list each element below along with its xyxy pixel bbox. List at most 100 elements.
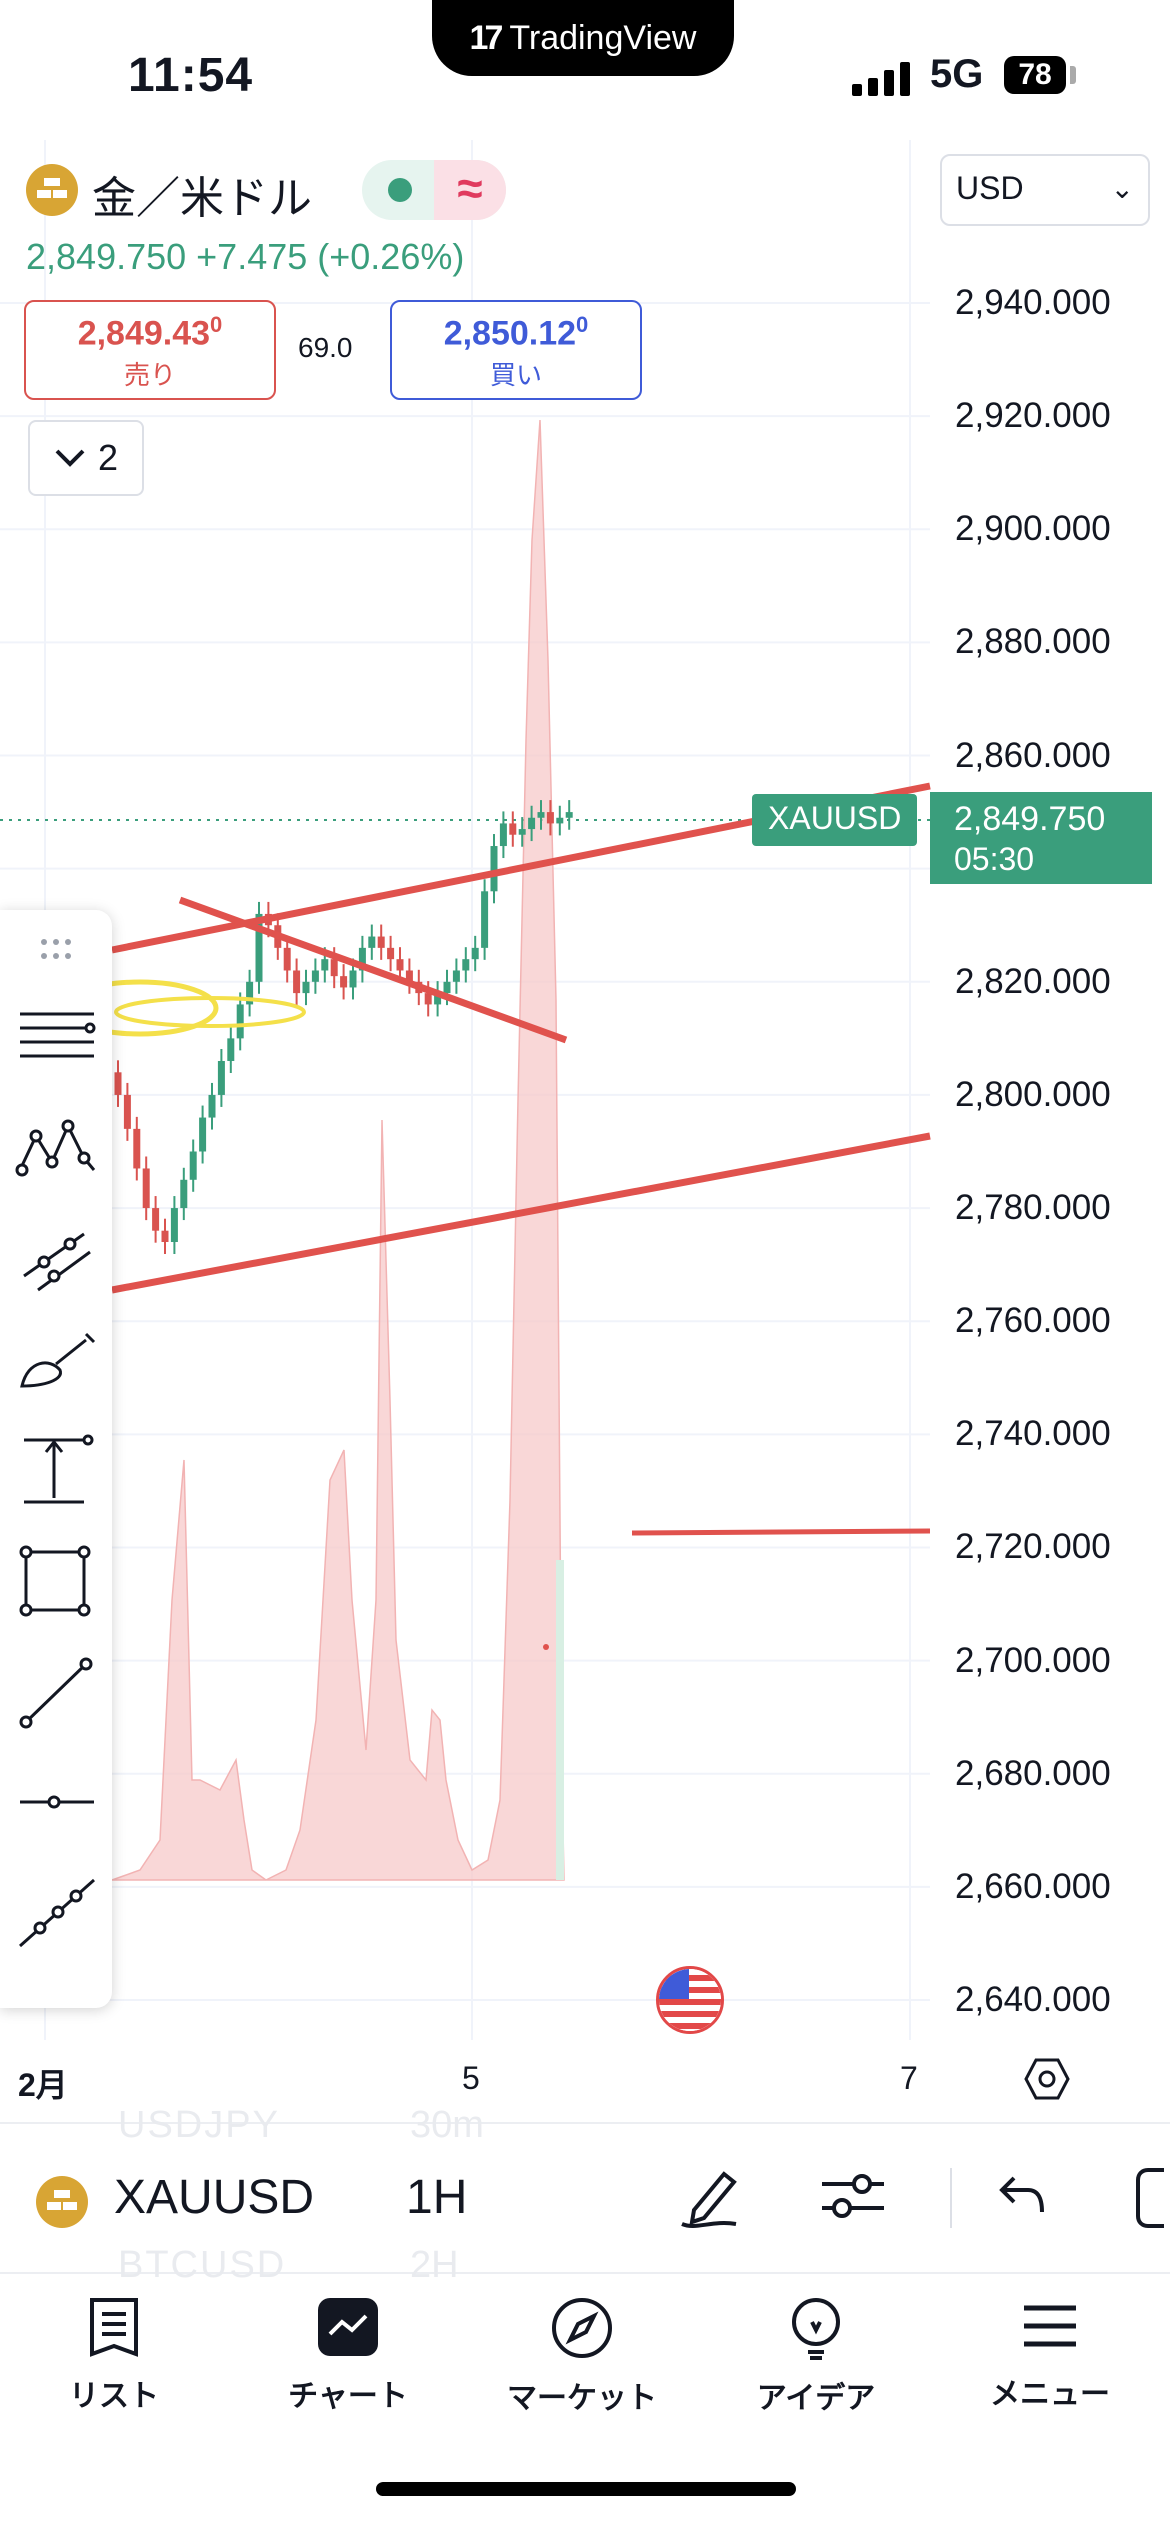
horizontal-ray-icon[interactable] bbox=[14, 1760, 98, 1844]
candle-body bbox=[311, 970, 319, 982]
trendline bbox=[111, 1132, 931, 1294]
toolbar-separator bbox=[950, 2168, 952, 2228]
market-status-pill[interactable]: ≈ bbox=[362, 160, 506, 220]
candle-body bbox=[518, 829, 526, 835]
tab-label: チャート bbox=[288, 2380, 408, 2413]
candle-body bbox=[133, 1128, 141, 1169]
candle-body bbox=[114, 1072, 122, 1095]
y-tick-label: 2,940.000 bbox=[955, 283, 1111, 322]
candle-body bbox=[434, 993, 442, 1005]
trend-line-icon[interactable] bbox=[14, 1216, 98, 1300]
chart-settings-icon[interactable] bbox=[1024, 2056, 1070, 2102]
network-label: 5G bbox=[930, 52, 984, 96]
candle-body bbox=[180, 1179, 188, 1209]
prev-symbol-ghost: USDJPY bbox=[118, 2104, 280, 2146]
buy-price: 2,850.12 bbox=[443, 314, 577, 353]
candle-body bbox=[283, 947, 291, 971]
tab-list[interactable]: リスト bbox=[14, 2296, 214, 2415]
pattern-icon[interactable] bbox=[14, 1106, 98, 1190]
candle-body bbox=[293, 970, 301, 994]
measure-icon[interactable] bbox=[14, 1430, 98, 1514]
undo-icon[interactable] bbox=[996, 2170, 1048, 2222]
tab-ideas[interactable]: アイデア bbox=[716, 2296, 916, 2417]
drawing-toolbar bbox=[0, 910, 112, 2008]
rectangle-icon[interactable] bbox=[14, 1540, 98, 1624]
us-flag-icon[interactable] bbox=[656, 1966, 724, 2034]
candle-body bbox=[556, 817, 564, 824]
y-tick-label: 2,880.000 bbox=[955, 622, 1111, 662]
y-tick-label: 2,800.000 bbox=[955, 1074, 1111, 1114]
chart-drawings bbox=[61, 782, 931, 1650]
compass-icon bbox=[552, 2298, 612, 2358]
spread-value: 69.0 bbox=[298, 332, 353, 363]
sell-label: 売り bbox=[123, 360, 176, 391]
y-tick-label: 2,760.000 bbox=[955, 1301, 1111, 1341]
sell-button[interactable]: 2,849.430 売り bbox=[24, 300, 276, 400]
line-icon[interactable] bbox=[14, 1650, 98, 1734]
tradingview-logo-icon: 17 bbox=[469, 18, 504, 57]
tab-market[interactable]: マーケット bbox=[482, 2296, 682, 2417]
tab-label: マーケット bbox=[507, 2382, 657, 2415]
signal-icon bbox=[852, 60, 910, 96]
interval-selector[interactable]: 1H bbox=[406, 2171, 468, 2224]
approx-icon: ≈ bbox=[434, 160, 506, 220]
candle-body bbox=[481, 891, 489, 948]
price-chart[interactable] bbox=[0, 140, 1170, 2040]
candle-body bbox=[161, 1230, 169, 1243]
divider bbox=[0, 2272, 1170, 2274]
tab-menu[interactable]: メニュー bbox=[950, 2296, 1150, 2413]
candle-body bbox=[189, 1151, 197, 1180]
candle-body bbox=[330, 959, 338, 977]
settings-sliders-icon[interactable] bbox=[818, 2164, 888, 2228]
candle-body bbox=[462, 959, 470, 971]
candle-body bbox=[142, 1168, 150, 1209]
path-icon[interactable] bbox=[14, 1870, 98, 1954]
tab-label: アイデア bbox=[756, 2382, 876, 2415]
app-badge-label: TradingView bbox=[509, 18, 697, 57]
candle-body bbox=[358, 947, 366, 971]
symbol-selector[interactable]: XAUUSD bbox=[114, 2171, 315, 2224]
candle-body bbox=[246, 981, 254, 1005]
buy-price-sup: 0 bbox=[576, 312, 589, 337]
candle-body bbox=[490, 846, 498, 892]
horizontal-line bbox=[631, 1528, 931, 1536]
fullscreen-icon[interactable] bbox=[1134, 2166, 1170, 2230]
y-tick-label: 2,860.000 bbox=[955, 735, 1111, 775]
gold-coin-icon bbox=[36, 2176, 88, 2228]
candle-body bbox=[537, 812, 545, 818]
prev-interval-ghost: 30m bbox=[410, 2104, 484, 2146]
lightbulb-icon bbox=[792, 2298, 840, 2360]
candle-body bbox=[565, 812, 573, 818]
tab-chart[interactable]: チャート bbox=[248, 2296, 448, 2415]
indicators-count: 2 bbox=[97, 437, 119, 478]
candle-body bbox=[208, 1094, 216, 1118]
x-tick-label: 7 bbox=[900, 2060, 918, 2096]
next-symbol-ghost: BTCUSD bbox=[118, 2244, 287, 2286]
candle-body bbox=[227, 1038, 235, 1061]
horizontal-lines-icon[interactable] bbox=[14, 996, 98, 1080]
sell-price: 2,849.43 bbox=[77, 314, 211, 353]
price-change: 2,849.750 +7.475 (+0.26%) bbox=[26, 236, 465, 277]
x-tick-label: 5 bbox=[462, 2060, 480, 2096]
brush-icon[interactable] bbox=[14, 1320, 98, 1404]
symbol-name[interactable]: 金／米ドル bbox=[92, 174, 312, 223]
indicators-toggle-button[interactable]: 2 bbox=[28, 420, 144, 496]
candle-body bbox=[546, 812, 554, 824]
chevron-down-icon: ⌄ bbox=[1110, 173, 1134, 204]
currency-select[interactable]: USD ⌄ bbox=[940, 154, 1150, 226]
status-time: 11:54 bbox=[128, 49, 254, 102]
candle-body bbox=[349, 970, 357, 988]
candle-body bbox=[471, 947, 479, 960]
candle-body bbox=[340, 976, 348, 988]
currency-value: USD bbox=[956, 170, 1024, 206]
y-tick-label: 2,820.000 bbox=[955, 961, 1111, 1001]
candle-body bbox=[499, 823, 507, 847]
candle-body bbox=[199, 1117, 207, 1152]
buy-button[interactable]: 2,850.120 買い bbox=[390, 300, 642, 400]
candle-body bbox=[123, 1094, 131, 1129]
menu-icon bbox=[1024, 2305, 1076, 2347]
candle-body bbox=[443, 981, 451, 994]
drag-handle-icon[interactable] bbox=[14, 930, 98, 970]
candle-body bbox=[368, 936, 376, 948]
pen-icon[interactable] bbox=[676, 2160, 746, 2230]
